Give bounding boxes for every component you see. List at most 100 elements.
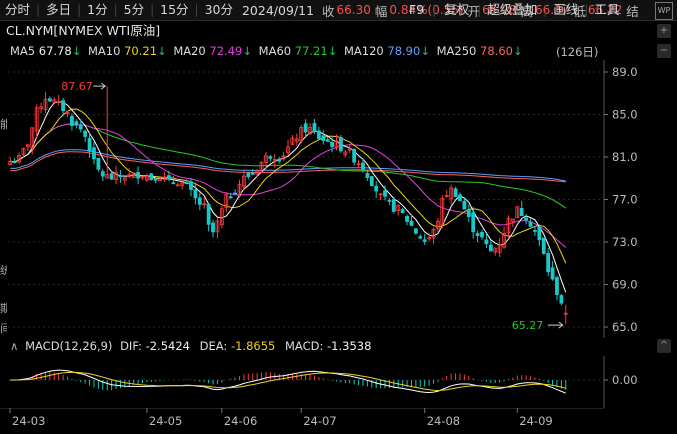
candle-body bbox=[25, 144, 30, 148]
dea-label: DEA: bbox=[199, 339, 228, 353]
draw-button[interactable]: 画线 bbox=[553, 2, 579, 17]
ma250-value: 78.60 bbox=[480, 44, 513, 58]
down-arrow-icon: ↓ bbox=[512, 44, 523, 58]
overlay-button[interactable]: 超级叠加 bbox=[487, 2, 538, 17]
candle-body bbox=[466, 209, 471, 217]
ma120-label: MA120 bbox=[343, 44, 384, 58]
candle-body bbox=[242, 175, 246, 187]
candle-body bbox=[122, 177, 127, 181]
candle-body bbox=[497, 244, 502, 253]
period-tab-15min[interactable]: 15分 bbox=[160, 2, 189, 17]
candle-body bbox=[290, 137, 295, 145]
candle-body bbox=[286, 146, 290, 153]
candle-body bbox=[272, 159, 277, 162]
candle-body bbox=[193, 189, 198, 199]
dea-value: -1.8655 bbox=[230, 339, 276, 353]
ma5-line bbox=[10, 101, 567, 293]
candle-body bbox=[21, 147, 26, 155]
candlestick-chart[interactable]: 89.0 85.0 81.0 77.0 73.0 69.0 65.0 87.67 65.27 bbox=[0, 60, 677, 338]
price-tick-label: 85.0 bbox=[612, 108, 638, 122]
candle-body bbox=[422, 239, 427, 242]
f9-button[interactable]: F9 bbox=[409, 2, 425, 17]
candle-body bbox=[87, 138, 92, 152]
down-arrow-icon: ↓ bbox=[157, 44, 167, 58]
change-label: 幅 bbox=[374, 3, 388, 19]
candle-body bbox=[480, 232, 484, 238]
wp-icon[interactable]: WP bbox=[655, 2, 673, 20]
period-tab-5min[interactable]: 5分 bbox=[123, 2, 145, 17]
collapse-button[interactable]: ^ bbox=[657, 339, 671, 353]
candle-body bbox=[228, 196, 233, 199]
macd-collapse-icon[interactable]: ∧ bbox=[10, 339, 19, 353]
ma5-label: MA5 bbox=[10, 44, 36, 58]
candle-body bbox=[405, 215, 409, 222]
candle-body bbox=[396, 205, 401, 211]
ma5-value: 67.78 bbox=[38, 44, 72, 58]
candle-body bbox=[96, 157, 101, 170]
separator: | bbox=[150, 3, 155, 17]
dif-label: DIF: bbox=[120, 339, 142, 353]
candle-body bbox=[502, 233, 506, 248]
candle-body bbox=[74, 121, 79, 126]
zoom-in-button[interactable]: + bbox=[657, 24, 671, 38]
ma10-line bbox=[10, 108, 567, 264]
ma250-label: MA250 bbox=[436, 44, 477, 58]
candle-body bbox=[153, 178, 158, 181]
separator: | bbox=[543, 3, 548, 17]
candle-body bbox=[427, 237, 432, 240]
candle-body bbox=[449, 187, 454, 200]
high-price-label: 87.67 bbox=[61, 80, 93, 93]
candle-body bbox=[550, 267, 555, 280]
candle-body bbox=[374, 185, 379, 192]
candle-body bbox=[475, 233, 480, 236]
macd-value: -1.3538 bbox=[327, 339, 372, 353]
down-arrow-icon: ↓ bbox=[242, 44, 252, 58]
candle-body bbox=[431, 228, 436, 239]
macd-legend: ∧ MACD(12,26,9) DIF: -2.5424 DEA: -1.865… bbox=[0, 338, 371, 354]
period-tab-multiday[interactable]: 多日 bbox=[46, 2, 72, 17]
candle-body bbox=[237, 184, 242, 197]
macd-value-label: MACD: bbox=[285, 339, 324, 353]
macd-tick-label: 0.00 bbox=[612, 373, 638, 387]
candle-body bbox=[510, 218, 515, 222]
candle-body bbox=[17, 155, 21, 163]
down-arrow-icon: ↓ bbox=[420, 44, 430, 58]
ma120-value: 78.90 bbox=[387, 44, 421, 58]
adjust-button[interactable]: 复权 bbox=[444, 2, 470, 17]
candle-body bbox=[255, 170, 260, 175]
candle-body bbox=[436, 220, 440, 229]
candle-body bbox=[34, 107, 39, 132]
tools-button[interactable]: 工具 bbox=[594, 2, 620, 17]
ma10-value: 70.21 bbox=[124, 44, 158, 58]
candle-body bbox=[524, 217, 529, 221]
open-value: 66.28 bbox=[482, 3, 517, 17]
macd-chart[interactable]: 0.00 bbox=[0, 356, 677, 408]
arrow-icon bbox=[93, 82, 107, 90]
candle-body bbox=[365, 173, 370, 178]
date-tick-label: 24-05 bbox=[149, 414, 182, 428]
period-tab-1min[interactable]: 1分 bbox=[87, 2, 108, 17]
separator: | bbox=[113, 3, 118, 17]
candle-body bbox=[65, 112, 70, 115]
date-tick-label: 24-06 bbox=[224, 414, 257, 428]
instrument-title: CL.NYM[NYMEX WTI原油] bbox=[6, 23, 161, 38]
days-button[interactable]: (126日) bbox=[556, 45, 599, 59]
period-tab-30min[interactable]: 30分 bbox=[204, 2, 233, 17]
ma60-label: MA60 bbox=[258, 44, 292, 58]
zoom-out-button[interactable]: − bbox=[657, 44, 671, 58]
period-tab-intraday[interactable]: 分时 bbox=[5, 2, 31, 17]
candle-body bbox=[61, 100, 66, 112]
candle-body bbox=[303, 123, 308, 133]
candle-body bbox=[140, 176, 145, 179]
separator: | bbox=[432, 3, 437, 17]
candle-body bbox=[144, 175, 149, 181]
candle-body bbox=[555, 277, 559, 295]
price-tick-label: 69.0 bbox=[612, 278, 638, 292]
macd-label: MACD(12,26,9) bbox=[25, 339, 113, 353]
candle-body bbox=[219, 208, 224, 226]
low-price-label: 65.27 bbox=[512, 319, 544, 332]
candle-body bbox=[361, 162, 365, 170]
candle-body bbox=[43, 98, 48, 110]
ma60-value: 77.21 bbox=[294, 44, 328, 58]
candle-body bbox=[356, 163, 361, 166]
